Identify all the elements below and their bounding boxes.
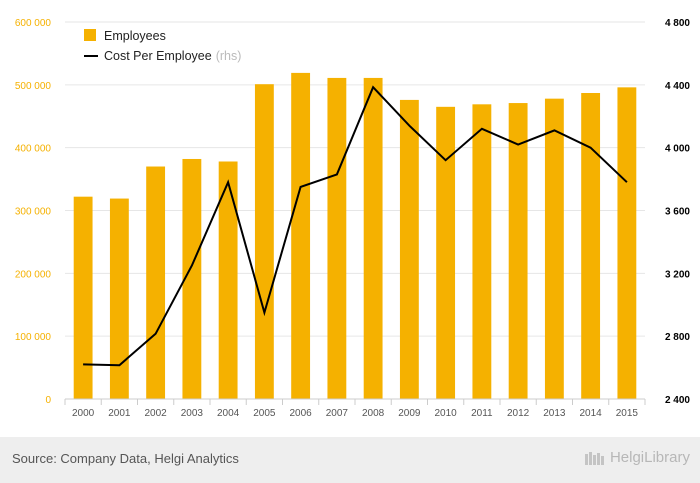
x-tick-label: 2008 [362,408,385,419]
y-tick-right: 4 000 [665,144,690,155]
legend-label-employees: Employees [104,29,166,43]
x-tick-label: 2009 [398,408,421,419]
bar-employees [617,87,637,399]
legend: Employees Cost Per Employee (rhs) [84,29,241,63]
bar-employees [508,103,528,400]
bar-employees [291,72,311,400]
x-tick-label: 2006 [290,408,313,419]
bar-employees [399,99,419,399]
y-tick-right: 4 400 [665,81,690,92]
bar-employees [363,77,383,400]
legend-series-name: Cost Per Employee [104,49,212,63]
bar-employees [146,166,166,399]
brand-name: HelgiLibrary [609,449,690,466]
y-tick-left: 200 000 [15,269,52,280]
bar-employees [472,104,492,399]
x-tick-label: 2014 [580,408,603,419]
legend-rhs-note: (rhs) [216,49,242,63]
brand-logo: HelgiLibrary [584,449,690,466]
y-tick-left: 600 000 [15,18,52,29]
x-tick-label: 2003 [181,408,204,419]
cost-per-employee-line [83,85,628,367]
x-tick-label: 2002 [145,408,168,419]
bar-employees [327,77,347,400]
y-tick-left: 0 [45,395,51,406]
y-tick-left: 300 000 [15,207,52,218]
library-icon [584,451,604,465]
x-tick-label: 2012 [507,408,530,419]
bar-employees [581,93,601,400]
axes: 0 2 400 100 000 2 800 200 000 3 200 300 000 3 6… [15,18,691,419]
y-tick-right: 3 200 [665,269,690,280]
bar-employees [109,198,129,399]
x-tick-label: 2013 [543,408,566,419]
footer: Source: Company Data, Helgi Analytics He… [0,437,700,483]
bar-employees [218,161,238,399]
legend-swatch-employees [84,29,96,41]
bar-employees [182,158,202,399]
x-tick-label: 2010 [435,408,458,419]
x-tick-label: 2004 [217,408,240,419]
x-tick-label: 2007 [326,408,349,419]
x-tick-label: 2000 [72,408,95,419]
bar-employees [73,196,93,399]
legend-label-cost-per-employee: Cost Per Employee (rhs) [104,49,241,63]
y-tick-left: 400 000 [15,144,52,155]
y-tick-right: 2 400 [665,395,690,406]
y-tick-left: 500 000 [15,81,52,92]
x-tick-label: 2015 [616,408,639,419]
source-note: Source: Company Data, Helgi Analytics [12,451,239,466]
bar-employees [436,106,456,399]
y-tick-right: 4 800 [665,18,690,29]
chart: 0 2 400 100 000 2 800 200 000 3 200 300 000 3 6… [15,18,691,419]
x-tick-label: 2001 [108,408,131,419]
employees-bars [73,72,637,400]
bar-employees [544,98,564,399]
x-tick-label: 2011 [471,408,493,419]
y-tick-right: 3 600 [665,207,690,218]
y-tick-left: 100 000 [15,332,52,343]
bar-employees [254,84,274,399]
y-tick-right: 2 800 [665,332,690,343]
x-tick-label: 2005 [253,408,276,419]
